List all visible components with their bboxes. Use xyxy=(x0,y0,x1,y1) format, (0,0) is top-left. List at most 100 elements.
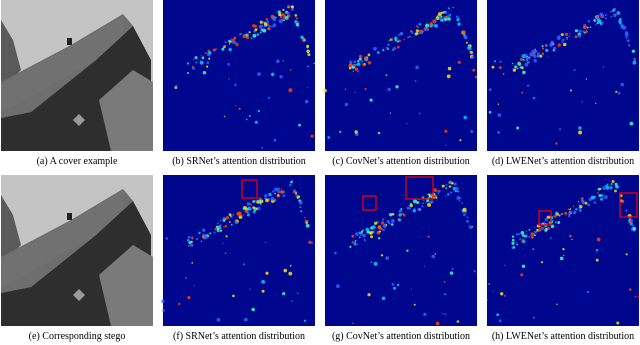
heat-spot xyxy=(358,231,362,235)
heat-spot xyxy=(270,25,273,28)
heat-spot xyxy=(353,242,357,246)
heat-spot xyxy=(254,28,258,32)
heat-spot xyxy=(162,309,165,312)
heat-spot xyxy=(396,40,400,43)
heat-spot xyxy=(436,15,439,17)
heat-spot xyxy=(206,65,209,68)
heat-spot xyxy=(385,256,390,260)
heat-spot xyxy=(207,49,211,53)
heat-spot xyxy=(460,197,462,199)
heat-spot xyxy=(617,91,621,95)
heat-spot xyxy=(590,195,595,200)
heat-spot xyxy=(293,190,296,194)
caption: (c) CovNet’s attention distribution xyxy=(332,156,469,167)
roof-texture xyxy=(0,37,124,107)
heat-spot xyxy=(261,146,264,149)
heat-spot xyxy=(414,32,418,36)
heat-spot xyxy=(348,66,352,70)
heat-spot xyxy=(391,212,395,216)
panel xyxy=(486,175,640,326)
heat-spot xyxy=(521,91,524,94)
heat-spot xyxy=(348,64,353,68)
heat-spot xyxy=(426,199,430,202)
heat-spot xyxy=(557,221,561,224)
heat-spot xyxy=(528,56,531,59)
highlight-box xyxy=(405,176,434,200)
heat-spot xyxy=(448,8,451,10)
heat-spot xyxy=(248,115,251,117)
heat-spot xyxy=(367,293,371,297)
heat-spot xyxy=(213,231,216,234)
heat-spot xyxy=(208,57,211,60)
heat-spot xyxy=(398,34,400,36)
heat-spot xyxy=(354,63,357,66)
side-roof xyxy=(99,245,153,326)
heat-spot xyxy=(466,219,469,223)
heat-spot xyxy=(349,245,352,248)
heat-spot xyxy=(422,202,424,204)
heat-spot xyxy=(610,16,613,18)
heat-spot xyxy=(492,290,494,292)
heat-spot xyxy=(545,48,549,52)
heat-spot xyxy=(587,203,591,207)
heat-spot xyxy=(323,89,327,93)
heat-spot xyxy=(362,233,366,238)
heat-spot xyxy=(307,65,309,68)
heat-spot xyxy=(537,52,541,56)
heat-spot xyxy=(394,39,397,42)
heat-spot xyxy=(351,241,354,244)
heat-spot xyxy=(569,234,572,238)
heat-spot xyxy=(258,197,262,201)
heat-spot xyxy=(444,17,448,21)
heat-spot xyxy=(234,220,238,224)
heatmap-bg xyxy=(325,0,477,151)
heat-spot xyxy=(245,209,248,213)
heat-spot xyxy=(193,285,195,287)
heat-spot xyxy=(555,142,558,145)
roof-texture xyxy=(0,25,124,95)
heat-spot xyxy=(488,283,490,285)
heat-spot xyxy=(443,281,446,283)
heat-spot xyxy=(530,232,535,236)
heat-spot xyxy=(451,267,454,270)
heat-spot xyxy=(569,208,572,210)
heat-spot xyxy=(246,118,248,121)
heat-spot xyxy=(265,198,269,203)
heat-spot xyxy=(449,271,454,275)
heat-spot xyxy=(306,44,309,48)
heat-spot xyxy=(308,240,312,244)
heat-spot xyxy=(611,180,615,183)
heat-spot xyxy=(463,35,468,40)
caption: (e) Corresponding stego xyxy=(29,331,126,342)
heat-spot xyxy=(185,276,188,279)
heat-spot xyxy=(447,66,452,71)
heat-spot xyxy=(287,14,291,18)
heat-spot xyxy=(358,57,362,61)
heat-spot xyxy=(520,273,524,277)
heat-spot xyxy=(628,44,630,47)
heat-spot xyxy=(421,205,424,208)
heat-spot xyxy=(454,190,456,192)
heat-spot xyxy=(444,313,447,316)
heat-spot xyxy=(417,26,419,29)
heat-spot xyxy=(387,43,390,46)
heat-spot xyxy=(621,25,625,29)
heat-spot xyxy=(512,246,516,249)
heat-spot xyxy=(497,113,502,117)
heat-spot xyxy=(450,191,453,194)
heat-spot xyxy=(488,88,492,91)
heat-spot xyxy=(267,27,271,31)
heat-spot xyxy=(525,230,528,233)
heat-spot xyxy=(533,58,537,63)
heat-spot xyxy=(572,205,575,208)
roof-texture xyxy=(0,204,124,274)
heat-spot xyxy=(603,195,608,200)
heat-spot xyxy=(619,22,622,25)
heat-spot xyxy=(432,19,437,24)
heat-spot xyxy=(381,296,386,301)
heat-spot xyxy=(357,70,360,73)
heat-spot xyxy=(283,268,288,273)
heat-spot xyxy=(561,40,564,43)
heat-spot xyxy=(597,192,599,194)
heat-spot xyxy=(630,219,633,222)
